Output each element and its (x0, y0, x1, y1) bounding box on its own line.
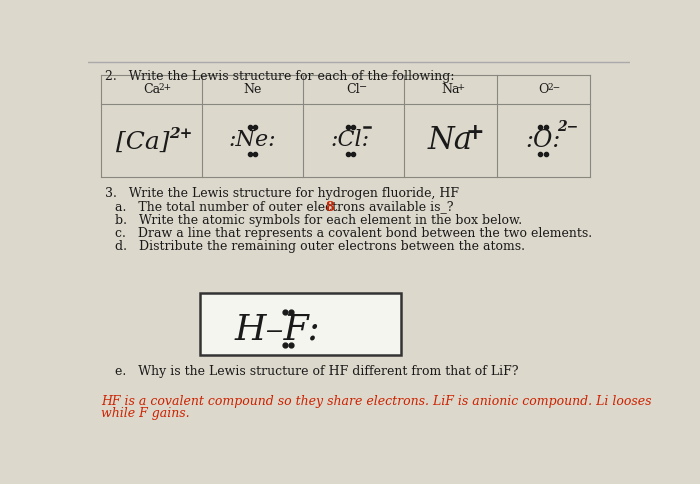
Text: H–F:: H–F: (234, 312, 320, 346)
Text: 2.   Write the Lewis structure for each of the following:: 2. Write the Lewis structure for each of… (104, 70, 454, 83)
Text: 2−: 2− (547, 83, 560, 92)
Text: −: − (358, 83, 367, 92)
Text: :Ne:: :Ne: (229, 129, 276, 151)
Text: HF is a covalent compound so they share electrons. LiF is anionic compound. Li l: HF is a covalent compound so they share … (102, 394, 652, 408)
Text: +: + (457, 83, 466, 92)
Text: O: O (538, 83, 548, 96)
Text: a.   The total number of outer electrons available is_?: a. The total number of outer electrons a… (115, 200, 457, 213)
Text: d.   Distribute the remaining outer electrons between the atoms.: d. Distribute the remaining outer electr… (115, 240, 524, 253)
Text: c.   Draw a line that represents a covalent bond between the two elements.: c. Draw a line that represents a covalen… (115, 227, 592, 240)
Text: 2+: 2+ (159, 83, 172, 92)
Text: while F gains.: while F gains. (102, 407, 190, 420)
Text: b.   Write the atomic symbols for each element in the box below.: b. Write the atomic symbols for each ele… (115, 213, 522, 227)
Text: 2−: 2− (557, 120, 578, 134)
Text: Na: Na (441, 83, 459, 96)
Text: [Ca]: [Ca] (116, 131, 169, 153)
Text: :Cl:: :Cl: (330, 129, 370, 151)
Text: Ne: Ne (244, 83, 262, 96)
FancyBboxPatch shape (200, 293, 401, 354)
Text: Cl: Cl (346, 83, 360, 96)
Text: 2+: 2+ (169, 127, 192, 141)
Text: :O:: :O: (526, 129, 561, 152)
Text: 3.   Write the Lewis structure for hydrogen fluoride, HF: 3. Write the Lewis structure for hydroge… (104, 187, 458, 200)
Text: e.   Why is the Lewis structure of HF different from that of LiF?: e. Why is the Lewis structure of HF diff… (115, 365, 518, 378)
Text: +: + (466, 122, 484, 144)
Text: 8: 8 (325, 200, 334, 213)
Text: Na: Na (428, 125, 472, 156)
Text: Ca: Ca (144, 83, 160, 96)
